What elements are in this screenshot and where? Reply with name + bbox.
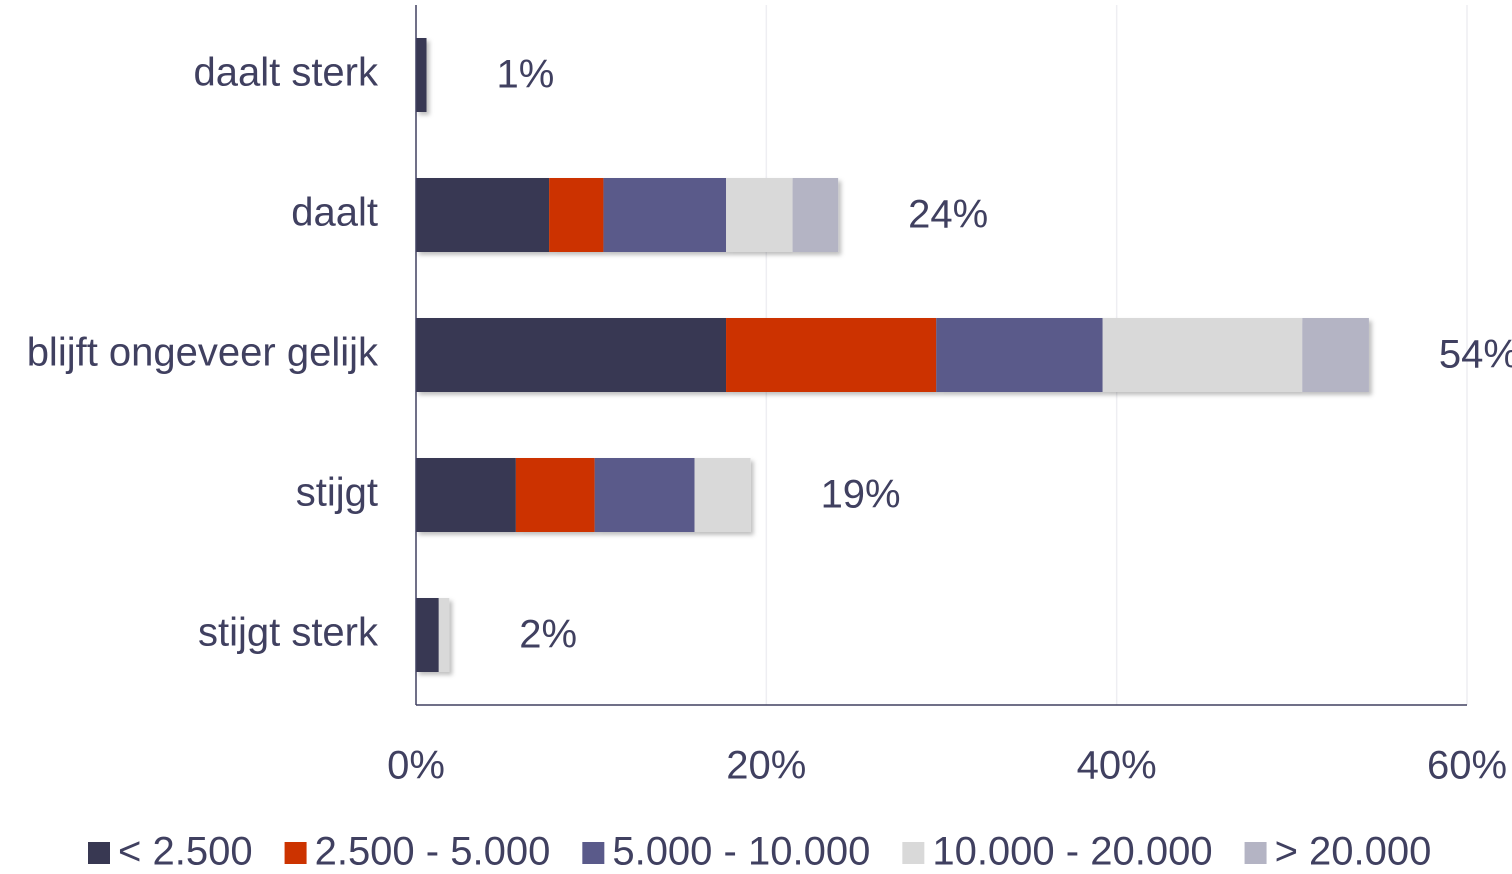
total-label: 54%	[1439, 333, 1512, 377]
legend-swatch	[902, 842, 925, 864]
bar-segment	[438, 598, 450, 672]
bar-segment	[416, 458, 516, 532]
bar-segment	[694, 458, 751, 532]
bar-segment	[936, 318, 1103, 392]
bar-segment	[792, 178, 839, 252]
total-label: 24%	[908, 193, 988, 237]
bar-segment	[1102, 318, 1303, 392]
total-label: 2%	[519, 613, 577, 657]
legend-swatch	[1244, 842, 1267, 864]
legend-label: < 2.500	[118, 830, 253, 874]
y-tick-label: daalt	[291, 191, 378, 235]
total-label: 1%	[497, 53, 555, 97]
total-label: 19%	[821, 473, 901, 517]
bar-segment	[1302, 318, 1369, 392]
y-tick-label: daalt sterk	[193, 51, 379, 95]
bar-segment	[603, 178, 727, 252]
bars	[416, 38, 1369, 672]
bar-segment	[416, 178, 550, 252]
legend-swatch	[88, 842, 110, 864]
bar-segment	[416, 598, 439, 672]
bar-segment	[726, 178, 793, 252]
legend-swatch	[582, 842, 605, 864]
y-tick-label: stijgt sterk	[198, 611, 379, 655]
x-tick-label: 40%	[1077, 744, 1157, 788]
y-tick-label: blijft ongeveer gelijk	[27, 331, 379, 375]
legend-label: > 20.000	[1275, 830, 1432, 874]
bar-segment	[594, 458, 695, 532]
y-tick-label: stijgt	[296, 471, 378, 515]
legend-swatch	[284, 842, 307, 864]
legend-label: 2.500 - 5.000	[315, 830, 551, 874]
x-tick-label: 0%	[387, 744, 445, 788]
legend-label: 5.000 - 10.000	[612, 830, 870, 874]
bar-segment	[416, 318, 727, 392]
x-tick-label: 60%	[1427, 744, 1507, 788]
bar-segment	[416, 38, 427, 112]
legend-label: 10.000 - 20.000	[932, 830, 1212, 874]
bar-segment	[515, 458, 595, 532]
x-tick-label: 20%	[726, 744, 806, 788]
bar-segment	[726, 318, 937, 392]
bar-segment	[549, 178, 604, 252]
